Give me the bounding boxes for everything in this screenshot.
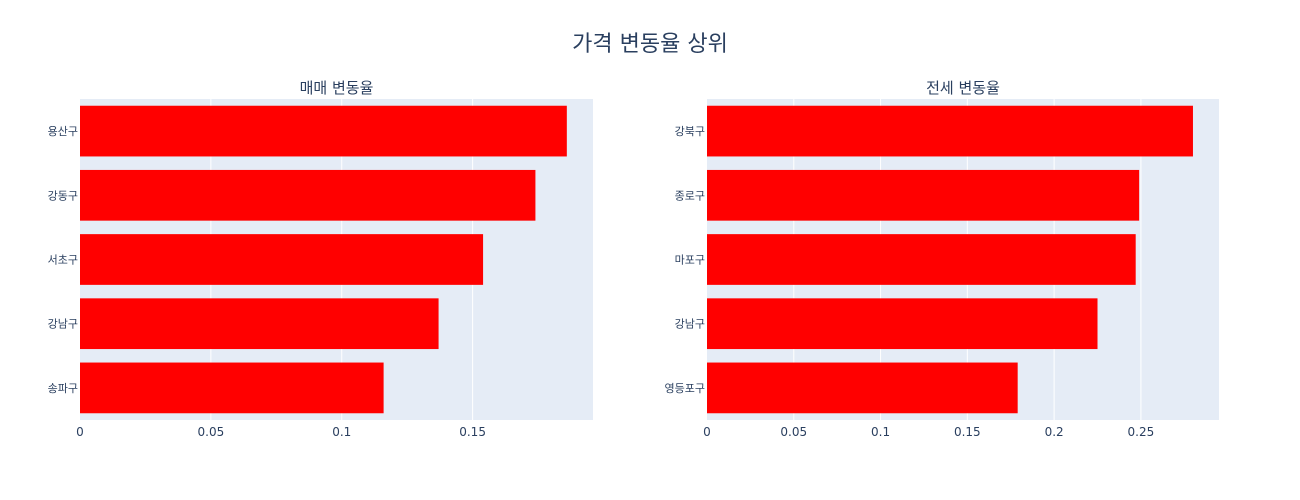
x-tick-label: 0.2	[1045, 425, 1064, 439]
category-label: 강남구	[48, 318, 78, 331]
bar	[707, 169, 1140, 221]
subplot-title-jeonse: 전세 변동율	[926, 79, 1000, 97]
x-tick-label: 0.05	[198, 425, 225, 439]
x-tick-label: 0.15	[954, 425, 981, 439]
bar	[707, 234, 1136, 285]
subplot-title-sale: 매매 변동율	[299, 79, 374, 97]
x-tick-label: 0	[703, 425, 711, 439]
category-label: 용산구	[48, 125, 78, 138]
category-label: 영등포구	[665, 382, 705, 395]
x-tick-label: 0.25	[1128, 425, 1155, 439]
bar	[707, 362, 1018, 414]
category-label: 종로구	[675, 189, 705, 202]
bar	[80, 362, 384, 414]
category-label: 송파구	[48, 382, 78, 395]
x-tick-label: 0	[76, 425, 84, 439]
bar	[80, 298, 439, 350]
bar	[707, 105, 1193, 157]
bar	[707, 298, 1098, 350]
category-label: 강북구	[675, 125, 705, 138]
category-label: 강동구	[48, 189, 78, 202]
bar	[80, 169, 536, 221]
x-tick-label: 0.15	[459, 425, 486, 439]
bar	[80, 234, 484, 285]
category-label: 강남구	[675, 318, 705, 331]
category-label: 서초구	[48, 254, 78, 267]
chart-title: 가격 변동율 상위	[572, 32, 728, 57]
x-tick-label: 0.05	[780, 425, 807, 439]
bar	[80, 105, 567, 157]
category-label: 마포구	[675, 254, 705, 267]
x-tick-label: 0.1	[871, 425, 890, 439]
x-tick-label: 0.1	[332, 425, 351, 439]
